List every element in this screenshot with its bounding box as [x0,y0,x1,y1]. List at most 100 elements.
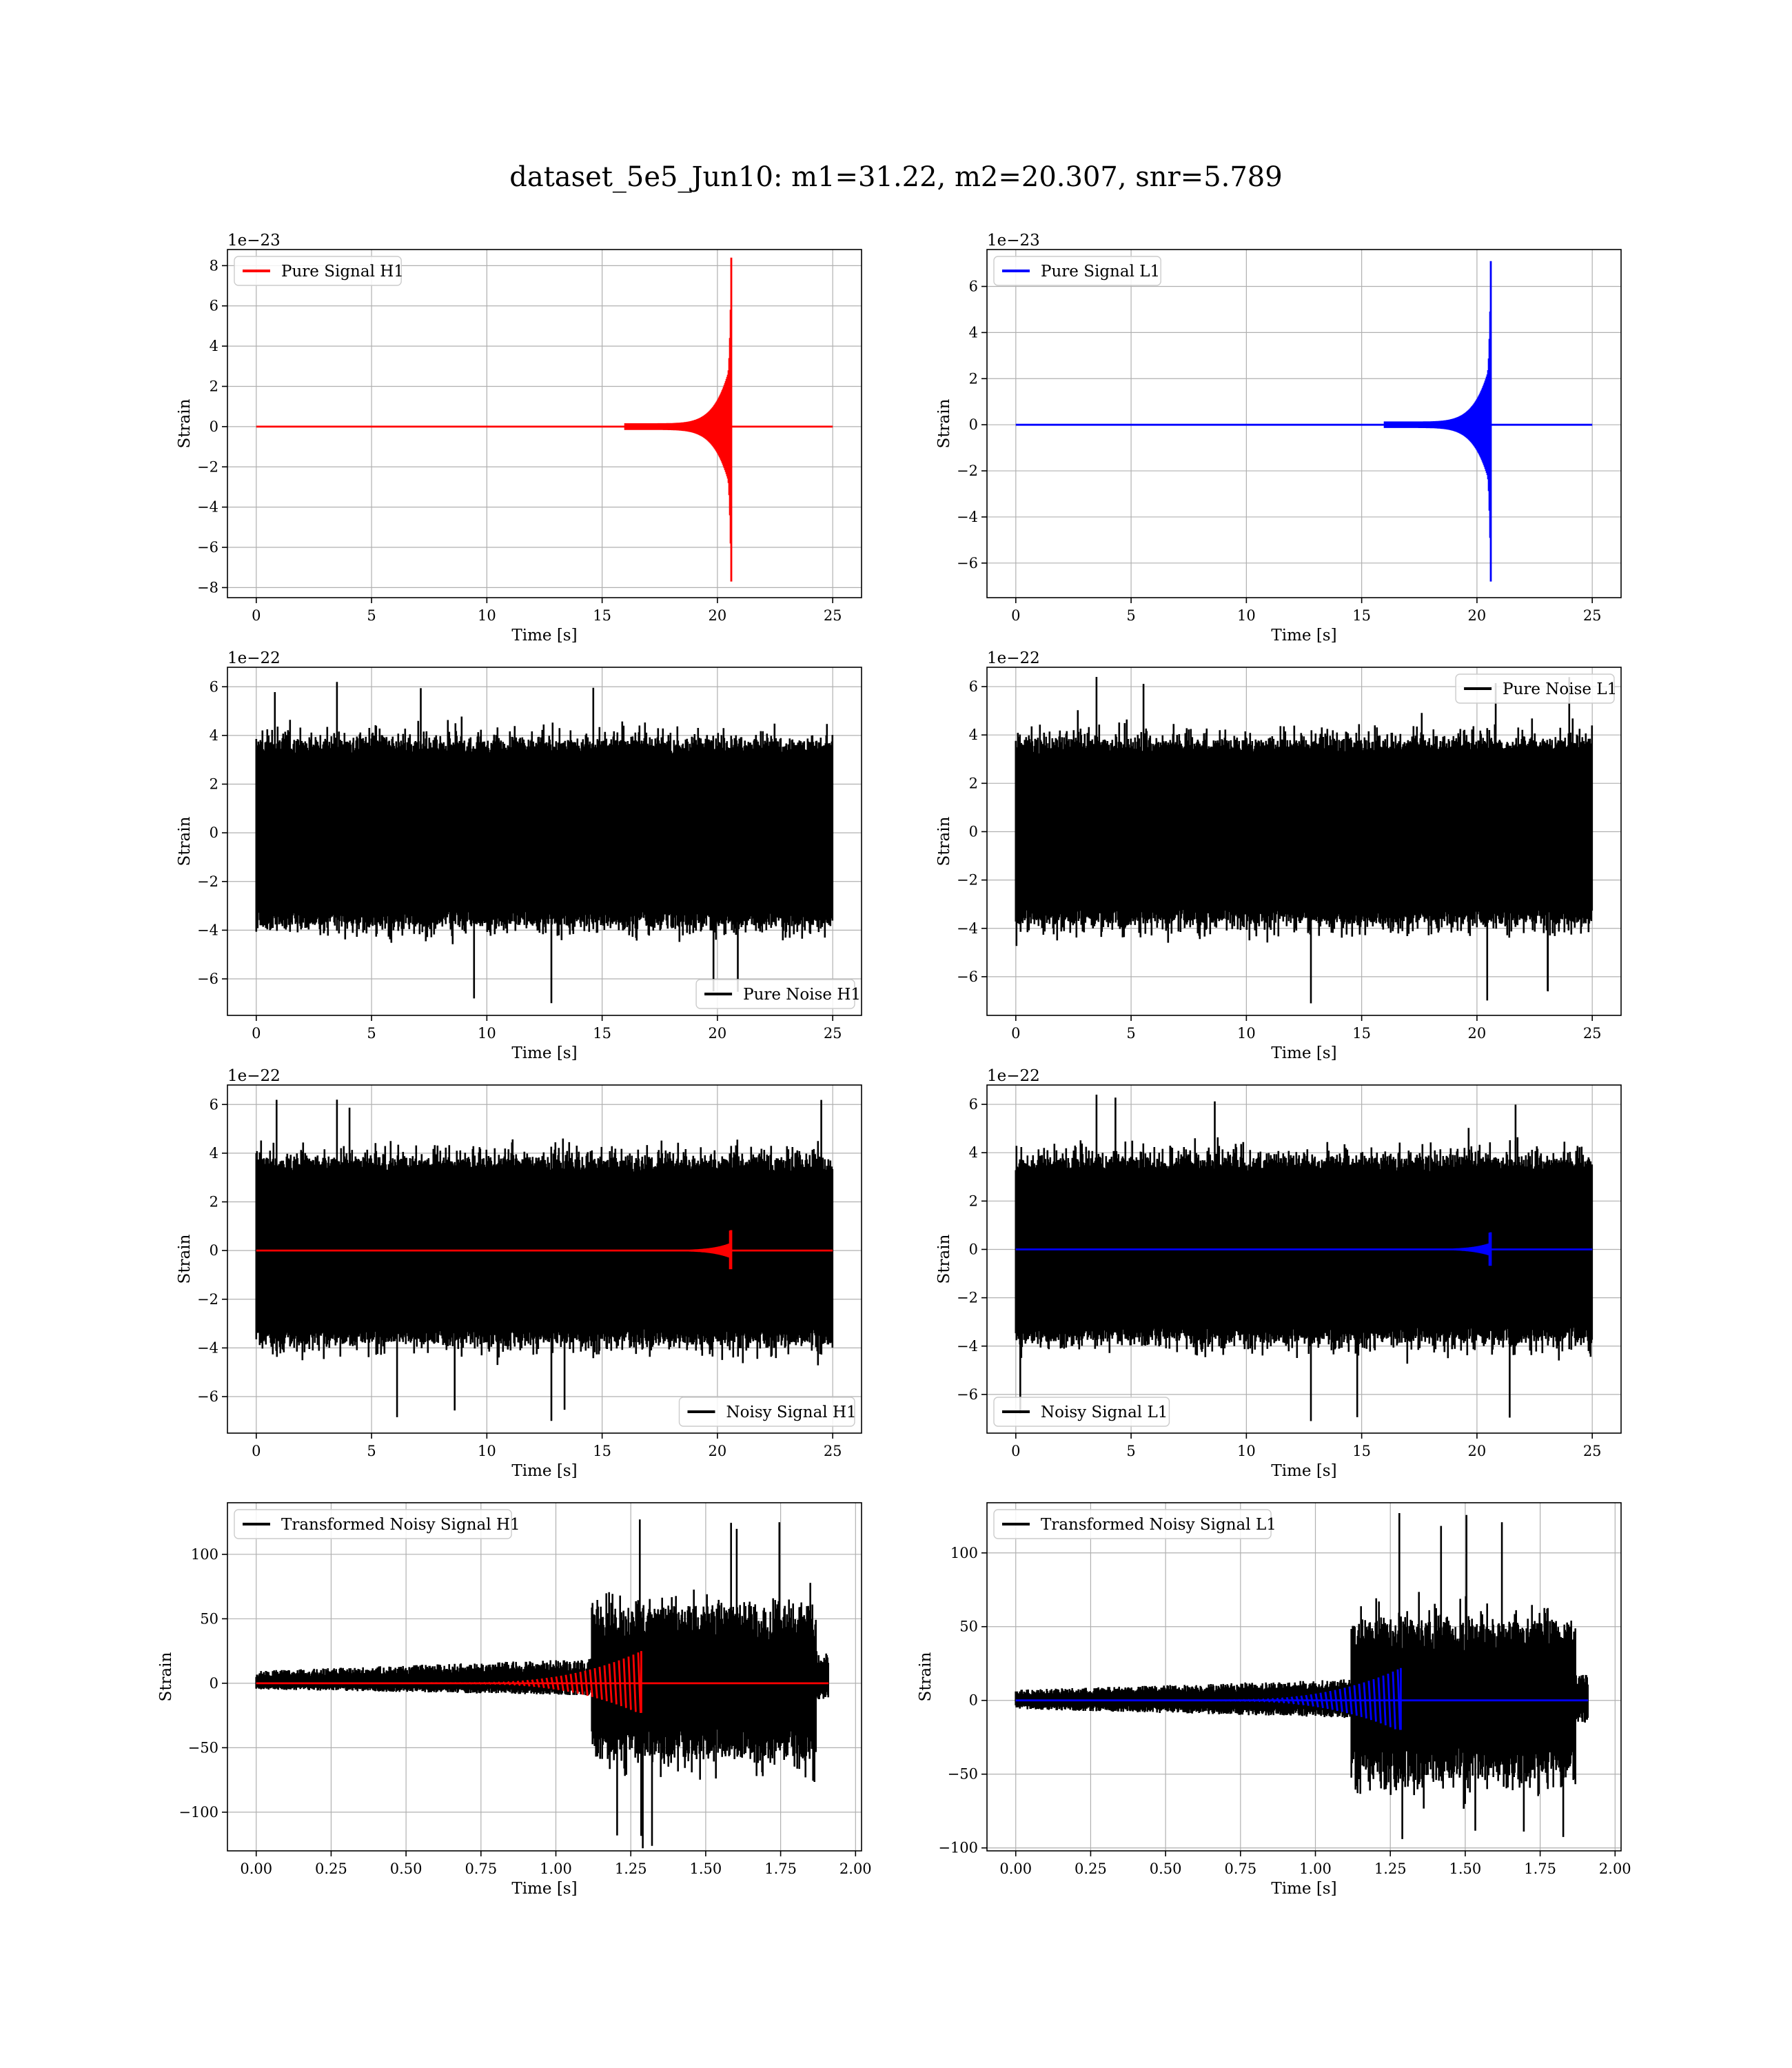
y-tick-label: 0 [210,1675,218,1692]
pure-noise-l1-axes: 0 5 10 15 20 25 −6 −4 −2 0 2 4 6 Time [s] Strain 1e−22 P… [935,649,1622,1062]
y-tick-label: −50 [188,1739,218,1756]
y-tick-label: −8 [197,579,218,596]
y-tick-label: 0 [969,823,978,840]
y-tick-label: −4 [197,1339,218,1356]
x-tick-label: 0.50 [1150,1861,1182,1877]
y-tick-label: −4 [957,920,978,937]
x-tick-label: 1.25 [615,1861,647,1877]
legend-label: Pure Signal H1 [281,263,404,281]
offset-text: 1e−22 [227,649,281,667]
legend: Noisy Signal H1 [678,1397,857,1427]
axes-frame [986,249,1622,598]
y-tick-label: 6 [210,678,218,695]
y-tick-label: 2 [210,1194,218,1210]
series-line [256,1651,829,1713]
x-tick-label: 25 [1583,607,1602,624]
x-tick-label: 0.00 [240,1861,272,1877]
y-tick-label: 4 [210,1145,218,1162]
offset-text: 1e−22 [987,1067,1040,1085]
y-tick-label: −6 [957,969,978,985]
y-tick-label: −6 [197,539,218,556]
y-tick-label: 2 [969,1193,978,1209]
x-tick-label: 5 [1126,1025,1135,1042]
pure-signal-l1-axes: 0 5 10 15 20 25 −6 −4 −2 0 2 4 6 Time [s] Strain 1e−23P… [935,232,1622,645]
y-tick-label: 4 [210,727,218,744]
y-tick-label: 50 [959,1619,978,1635]
series-line [256,1230,833,1270]
x-tick-label: 20 [1468,1025,1487,1042]
legend-box [234,1509,512,1539]
x-tick-label: 25 [824,1443,842,1459]
y-axis-label: Strain [176,398,194,448]
y-tick-label: −4 [197,499,218,516]
y-tick-label: 100 [950,1545,978,1561]
y-tick-label: 50 [200,1610,218,1627]
y-tick-label: −2 [957,1290,978,1306]
legend-label: Noisy Signal L1 [1041,1403,1168,1421]
axes-frame [227,249,862,598]
x-tick-label: 15 [593,1443,611,1459]
legend-label: Pure Signal L1 [1041,263,1160,281]
series-line [1015,677,1594,1004]
transformed-noisy-signal-l1-axes: 0.00 0.25 0.50 0.75 1.00 1.25 1.50 1.75 2.00 −100… [917,1502,1631,1898]
x-tick-label: 5 [1126,1443,1135,1459]
y-tick-label: −6 [957,555,978,571]
y-tick-label: 6 [969,678,978,695]
x-tick-label: 0 [1011,1025,1020,1042]
x-tick-label: 15 [1352,1025,1371,1042]
legend: Noisy Signal L1 [993,1397,1170,1427]
x-tick-label: 1.75 [1524,1861,1556,1877]
x-tick-label: 20 [1468,607,1487,624]
x-tick-label: 20 [709,1025,727,1042]
x-tick-label: 10 [478,1025,496,1042]
y-tick-label: −2 [197,458,218,475]
axes-frame [227,1084,862,1434]
data-area [255,682,834,1004]
y-tick-label: −4 [197,922,218,938]
x-tick-label: 5 [1126,607,1135,624]
x-axis-label: Time [s] [511,1880,577,1898]
x-tick-label: 0 [1011,1443,1020,1459]
y-tick-label: 100 [191,1546,218,1563]
legend-box [993,256,1161,286]
x-tick-label: 2.00 [839,1861,872,1877]
y-tick-label: 0 [210,1242,218,1259]
noisy-signal-h1-axes: 0 5 10 15 20 25 −6 −4 −2 0 2 4 6 Time [s] Strain 1e−22 N… [176,1067,862,1480]
y-tick-label: 2 [210,776,218,793]
x-tick-label: 2.00 [1599,1861,1631,1877]
axes-frame [986,667,1622,1016]
y-tick-label: −2 [957,463,978,479]
x-tick-label: 0.50 [390,1861,422,1877]
y-axis-label: Strain [935,816,953,866]
y-axis-label: Strain [935,398,953,448]
grid [227,250,862,598]
y-tick-label: 0 [969,1692,978,1709]
legend: Pure Signal L1 [993,256,1161,286]
y-tick-label: 6 [210,298,218,314]
legend-box [1455,673,1615,704]
x-tick-label: 0.25 [1075,1861,1107,1877]
series-line [255,682,834,1004]
legend-box [695,979,855,1009]
series-line [1015,1095,1594,1421]
x-axis-label: Time [s] [1271,1044,1336,1062]
x-tick-label: 0 [1011,607,1020,624]
legend: Transformed Noisy Signal H1 [234,1509,520,1539]
y-tick-label: 4 [210,338,218,354]
offset-text: 1e−22 [987,649,1040,667]
x-tick-label: 20 [1468,1443,1487,1459]
legend-label: Transformed Noisy Signal L1 [1041,1516,1276,1534]
y-tick-label: −100 [179,1804,218,1821]
legend-box [234,256,402,286]
legend-label: Pure Noise L1 [1503,680,1617,698]
y-tick-label: 2 [210,378,218,394]
y-tick-label: −2 [197,873,218,890]
x-tick-label: 0 [252,607,261,624]
y-tick-label: 2 [969,775,978,791]
data-area [1015,261,1593,582]
pure-signal-h1-axes: 0 5 10 15 20 25 −8 −6 −4 −2 0 2 4 6 8 Time [s] Strain 1e−… [176,232,862,645]
y-tick-label: 0 [969,416,978,433]
series-line [256,257,833,582]
x-tick-label: 1.00 [1299,1861,1332,1877]
legend-label: Noisy Signal H1 [726,1403,857,1421]
